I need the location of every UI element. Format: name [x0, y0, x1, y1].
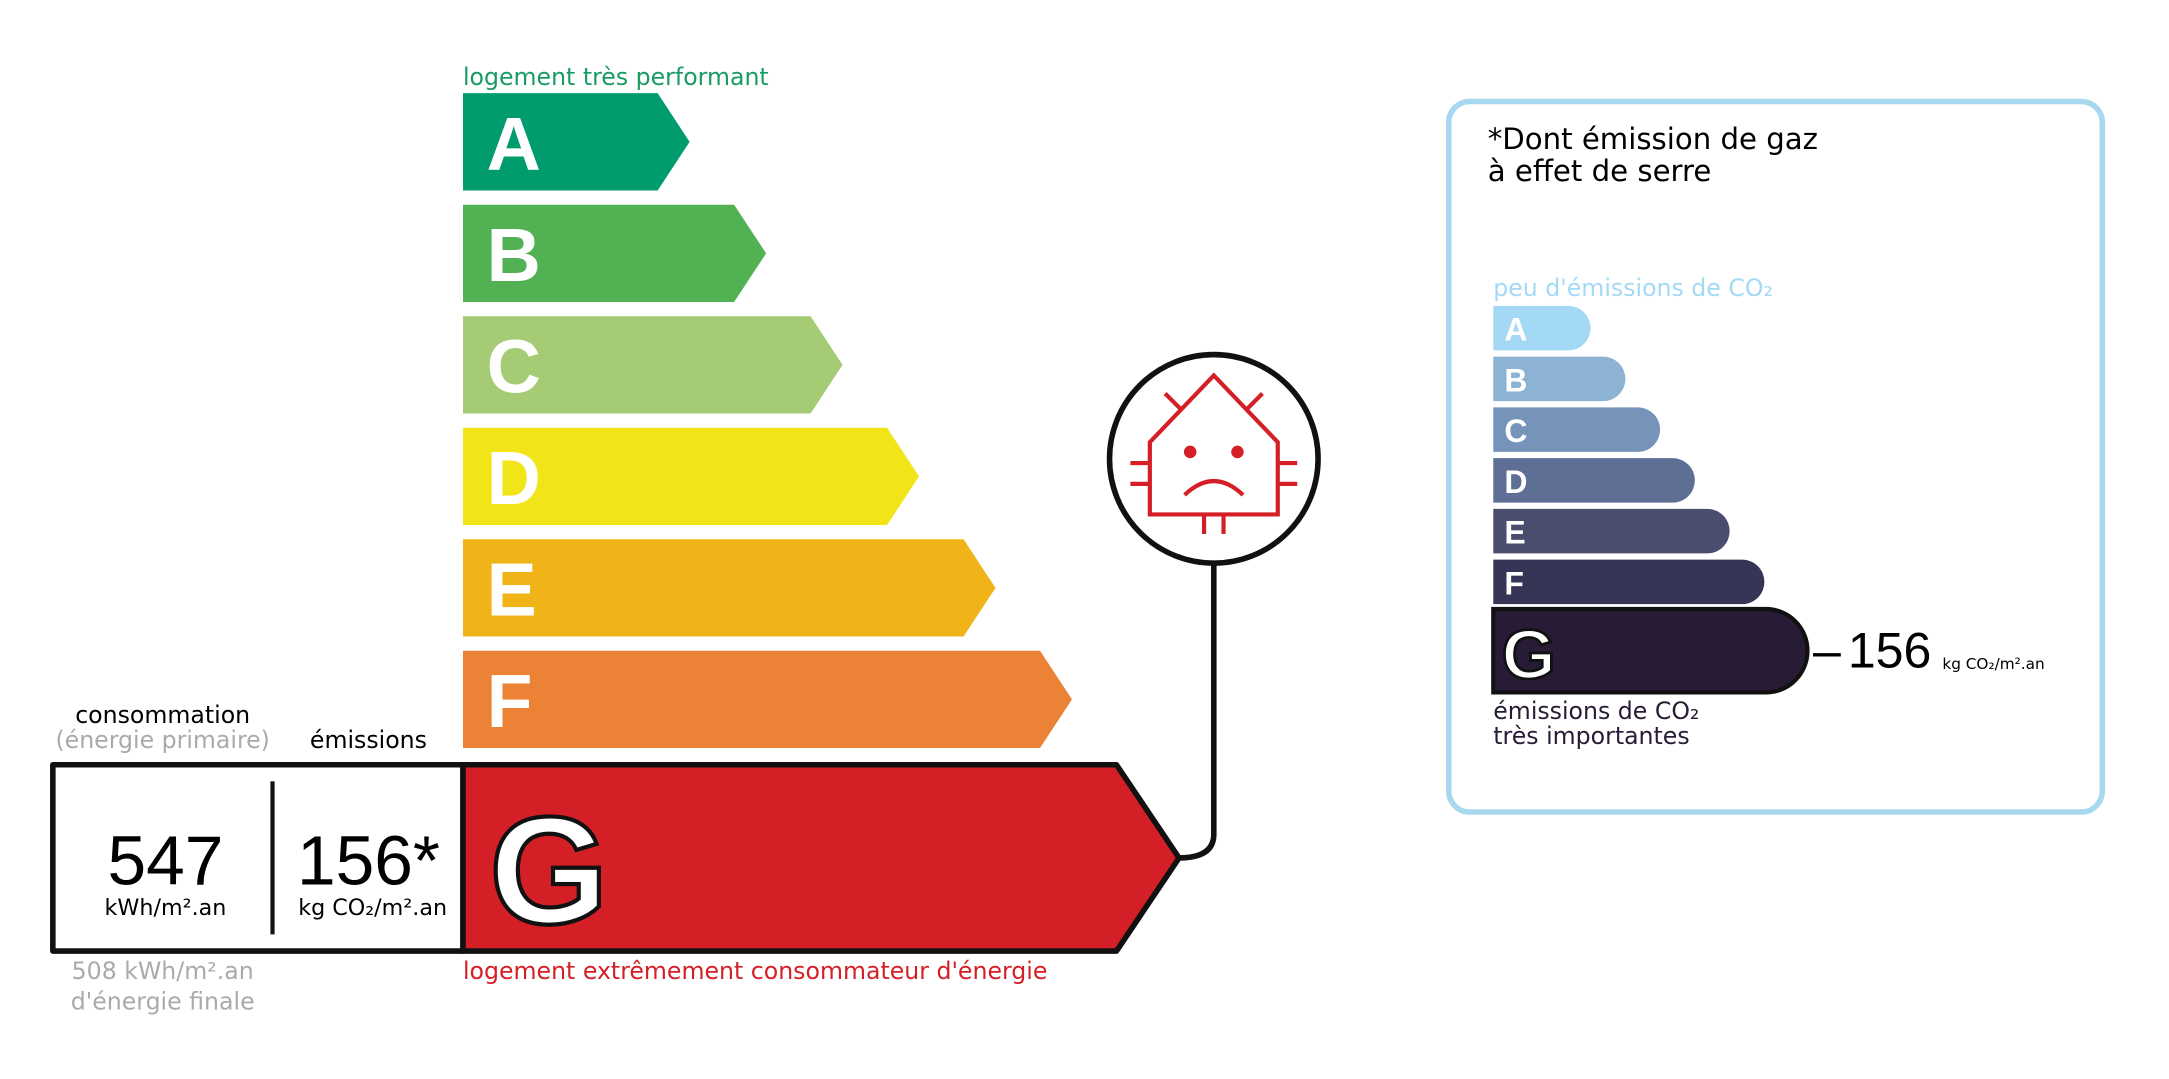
ges-bottom-note: émissions de CO₂: [1493, 697, 1699, 725]
ges-letter: G: [1502, 616, 1556, 694]
ges-letter: C: [1504, 413, 1527, 449]
emissions-header: émissions: [310, 726, 427, 754]
consumption-header: consommation: [75, 701, 250, 729]
ges-letter: E: [1504, 515, 1525, 551]
ges-letter: D: [1504, 464, 1527, 500]
ges-title: *Dont émission de gaz: [1488, 122, 1818, 156]
ges-value: 156: [1848, 622, 1932, 678]
class-letter: B: [487, 213, 541, 297]
ges-letter: F: [1504, 565, 1524, 601]
final-value: 508 kWh/m².an: [72, 957, 254, 985]
ges-bar: [1493, 508, 1730, 554]
class-letter: F: [487, 659, 533, 743]
consumption-value: 547: [107, 821, 223, 899]
final-note: d'énergie finale: [71, 987, 255, 1015]
ges-bar: [1493, 356, 1626, 402]
consumption-subheader: (énergie primaire): [55, 726, 269, 754]
energy-bar: [462, 539, 996, 637]
class-letter: C: [487, 325, 541, 409]
emissions-value: 156*: [297, 821, 440, 899]
consumption-unit: kWh/m².an: [105, 895, 227, 921]
energy-bar: [462, 93, 690, 191]
top-note: logement très performant: [463, 63, 769, 91]
class-letter: D: [487, 436, 541, 520]
ges-bottom-note: très importantes: [1493, 722, 1689, 750]
ges-unit: kg CO₂/m².an: [1942, 655, 2044, 673]
ges-bar: [1493, 305, 1591, 351]
energy-bar: [462, 204, 767, 303]
class-letter: A: [487, 102, 541, 186]
ges-bar: [1493, 458, 1695, 503]
ges-dash: –: [1813, 622, 1841, 678]
energy-bar: [462, 316, 843, 414]
ges-bar: [1493, 407, 1661, 452]
ges-title: à effet de serre: [1488, 154, 1712, 188]
connector: [1178, 563, 1217, 861]
energy-bar-current: [460, 761, 1182, 954]
ges-letter: B: [1504, 362, 1527, 398]
energy-bar: [462, 427, 920, 526]
class-letter: E: [487, 548, 537, 632]
ges-bar: [1493, 559, 1765, 605]
class-letter: G: [489, 786, 608, 956]
house-icon: [1130, 372, 1298, 534]
passoire-icon: [1106, 351, 1321, 566]
ges-top-note: peu d'émissions de CO₂: [1493, 274, 1773, 302]
energy-bar: [462, 650, 1072, 749]
emissions-unit: kg CO₂/m².an: [298, 895, 447, 921]
bottom-note: logement extrêmement consommateur d'éner…: [463, 957, 1047, 985]
ges-bar-current: [1491, 606, 1810, 695]
ges-letter: A: [1504, 312, 1527, 348]
